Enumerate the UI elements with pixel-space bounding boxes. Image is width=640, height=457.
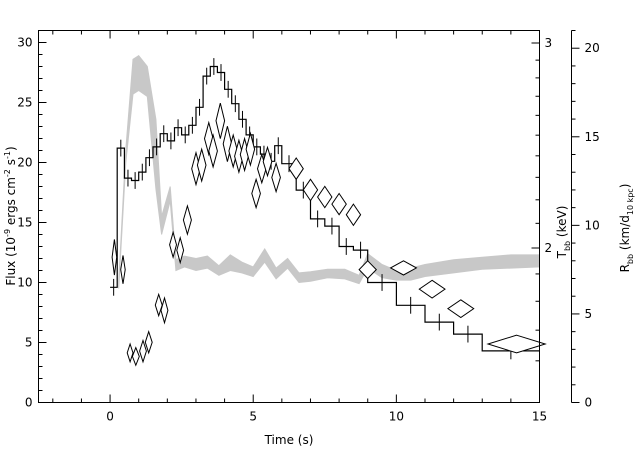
radius-diamond (176, 235, 185, 265)
radius-diamond (288, 157, 304, 181)
flux-tick-label: 0 (25, 396, 33, 410)
flux-tick-label: 10 (17, 276, 32, 290)
x-tick-label: 5 (249, 410, 257, 424)
x-tick-label: 15 (532, 410, 547, 424)
radius-axis-label: Rbb (km/d10 kpc) (618, 184, 635, 273)
flux-tick-label: 30 (17, 36, 32, 50)
radius-diamond (196, 147, 207, 184)
radius-diamond (215, 102, 226, 139)
radius-diamond (271, 161, 281, 194)
temperature-tick-label: 3 (545, 36, 553, 50)
radius-diamond (251, 177, 261, 210)
flux-tick-label: 25 (17, 96, 32, 110)
temperature-axis-label: Tbb (keV) (555, 206, 572, 260)
radius-diamond (302, 178, 319, 202)
radius-tick-label: 20 (585, 41, 600, 55)
radius-diamond (486, 334, 547, 354)
flux-histogram-series (110, 58, 540, 360)
flux-tick-label: 5 (25, 336, 33, 350)
radius-diamond (418, 279, 446, 299)
radius-diamond (316, 185, 333, 209)
radius-diamond (139, 338, 147, 364)
plot-frame (38, 30, 540, 403)
x-tick-label: 10 (389, 410, 404, 424)
radius-diamond-series (111, 102, 547, 367)
temperature-tick-label: 2 (545, 241, 553, 255)
radius-diamond (245, 131, 256, 168)
radius-diamond (222, 126, 233, 162)
radius-diamond (131, 346, 140, 367)
radius-diamond (111, 239, 118, 276)
radius-diamond (345, 203, 362, 227)
radius-diamond (208, 133, 218, 169)
x-tick-label: 0 (106, 410, 114, 424)
radius-diamond (447, 299, 475, 319)
flux-axis-label: Flux (10-9 ergs cm-2 s-1) (3, 146, 18, 285)
radius-diamond (182, 204, 192, 237)
radius-diamond (120, 255, 126, 284)
radius-tick-label: 10 (585, 218, 600, 232)
radius-diamond (154, 292, 163, 318)
radius-diamond (169, 230, 178, 260)
flux-histogram-line (110, 65, 540, 352)
radius-tick-label: 0 (585, 396, 593, 410)
x-axis-label: Time (s) (264, 433, 314, 447)
radius-diamond (331, 192, 347, 216)
radius-diamond (126, 342, 134, 364)
flux-tick-label: 20 (17, 156, 32, 170)
radius-diamond (160, 296, 169, 325)
radius-diamond (389, 260, 418, 276)
radius-diamond (144, 329, 153, 355)
radius-diamond (262, 145, 273, 178)
flux-tick-label: 15 (17, 216, 32, 230)
radius-tick-label: 5 (585, 307, 593, 321)
radius-tick-label: 15 (585, 130, 600, 144)
radius-diamond (358, 260, 377, 280)
